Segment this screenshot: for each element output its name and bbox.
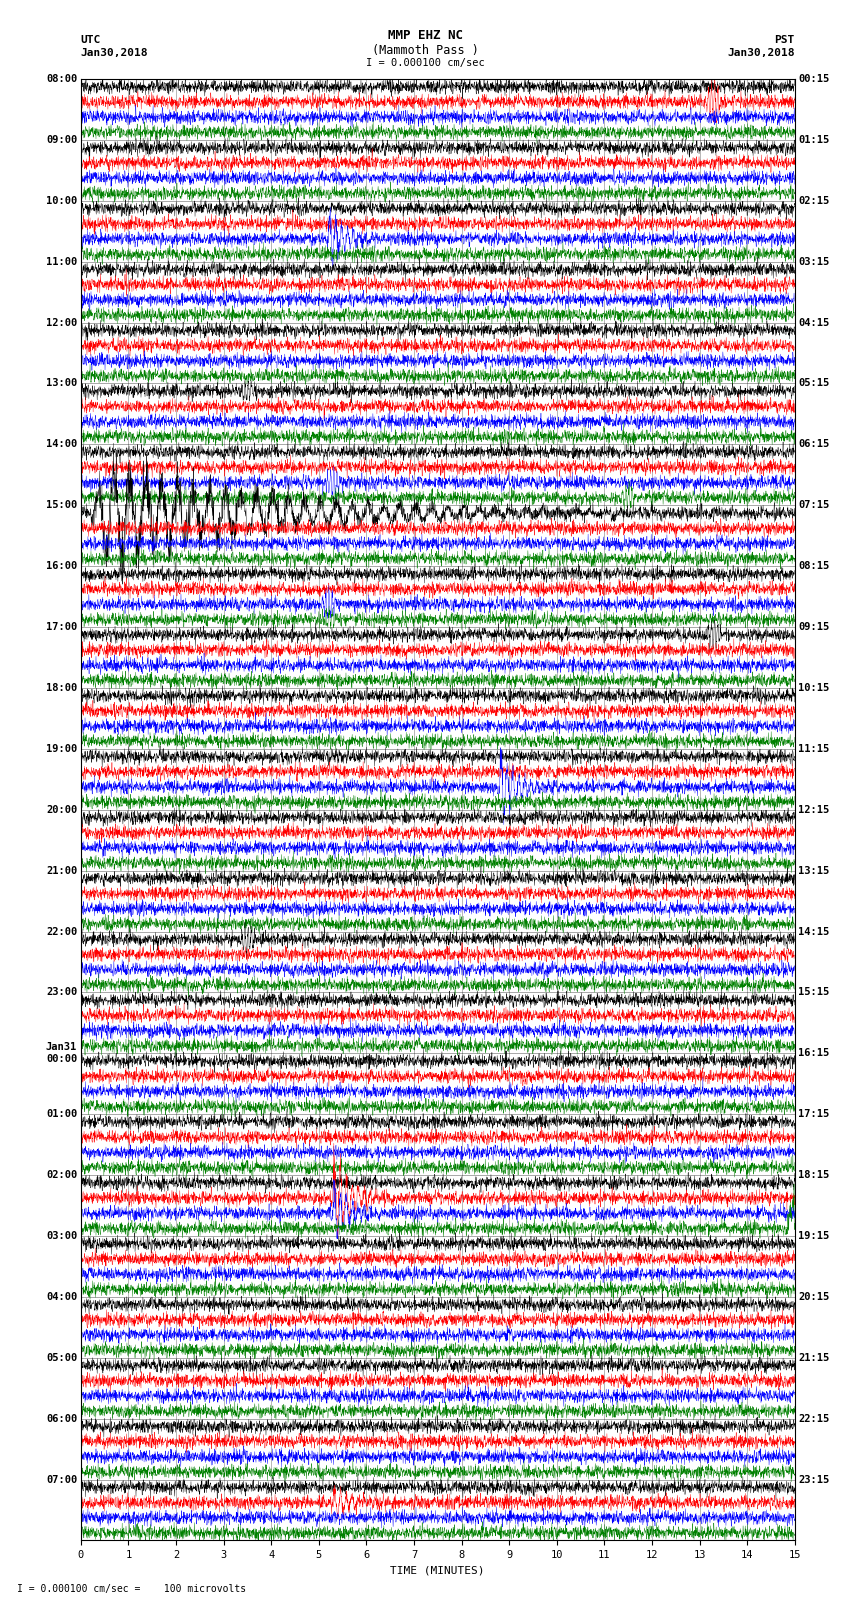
Text: Jan31
00:00: Jan31 00:00 (46, 1042, 77, 1065)
Text: 19:15: 19:15 (798, 1231, 830, 1240)
Text: 11:15: 11:15 (798, 744, 830, 753)
Text: 14:15: 14:15 (798, 926, 830, 937)
Text: (Mammoth Pass ): (Mammoth Pass ) (371, 44, 479, 56)
Text: 20:00: 20:00 (46, 805, 77, 815)
Text: 05:15: 05:15 (798, 379, 830, 389)
Text: 21:00: 21:00 (46, 866, 77, 876)
Text: 06:15: 06:15 (798, 439, 830, 450)
Text: 04:15: 04:15 (798, 318, 830, 327)
Text: 13:15: 13:15 (798, 866, 830, 876)
Text: 15:15: 15:15 (798, 987, 830, 997)
Text: 08:15: 08:15 (798, 561, 830, 571)
Text: 17:00: 17:00 (46, 623, 77, 632)
Text: 13:00: 13:00 (46, 379, 77, 389)
X-axis label: TIME (MINUTES): TIME (MINUTES) (390, 1566, 485, 1576)
Text: 08:00: 08:00 (46, 74, 77, 84)
Text: I = 0.000100 cm/sec: I = 0.000100 cm/sec (366, 58, 484, 68)
Text: 18:00: 18:00 (46, 682, 77, 694)
Text: 03:15: 03:15 (798, 256, 830, 266)
Text: 19:00: 19:00 (46, 744, 77, 753)
Text: 04:00: 04:00 (46, 1292, 77, 1302)
Text: 21:15: 21:15 (798, 1353, 830, 1363)
Text: PST: PST (774, 35, 795, 45)
Text: 02:15: 02:15 (798, 195, 830, 206)
Text: I = 0.000100 cm/sec =    100 microvolts: I = 0.000100 cm/sec = 100 microvolts (17, 1584, 246, 1594)
Text: 23:15: 23:15 (798, 1474, 830, 1484)
Text: 03:00: 03:00 (46, 1231, 77, 1240)
Text: 11:00: 11:00 (46, 256, 77, 266)
Text: 09:15: 09:15 (798, 623, 830, 632)
Text: UTC: UTC (81, 35, 101, 45)
Text: 18:15: 18:15 (798, 1169, 830, 1181)
Text: 10:15: 10:15 (798, 682, 830, 694)
Text: 01:00: 01:00 (46, 1110, 77, 1119)
Text: 12:15: 12:15 (798, 805, 830, 815)
Text: 05:00: 05:00 (46, 1353, 77, 1363)
Text: 16:00: 16:00 (46, 561, 77, 571)
Text: 22:00: 22:00 (46, 926, 77, 937)
Text: 00:15: 00:15 (798, 74, 830, 84)
Text: Jan30,2018: Jan30,2018 (728, 48, 795, 58)
Text: 07:00: 07:00 (46, 1474, 77, 1484)
Text: Jan30,2018: Jan30,2018 (81, 48, 148, 58)
Text: 09:00: 09:00 (46, 135, 77, 145)
Text: 22:15: 22:15 (798, 1413, 830, 1424)
Text: 20:15: 20:15 (798, 1292, 830, 1302)
Text: 17:15: 17:15 (798, 1110, 830, 1119)
Text: 07:15: 07:15 (798, 500, 830, 510)
Text: 12:00: 12:00 (46, 318, 77, 327)
Text: 14:00: 14:00 (46, 439, 77, 450)
Text: 02:00: 02:00 (46, 1169, 77, 1181)
Text: 15:00: 15:00 (46, 500, 77, 510)
Text: 06:00: 06:00 (46, 1413, 77, 1424)
Text: 10:00: 10:00 (46, 195, 77, 206)
Text: 01:15: 01:15 (798, 135, 830, 145)
Text: 23:00: 23:00 (46, 987, 77, 997)
Text: MMP EHZ NC: MMP EHZ NC (388, 29, 462, 42)
Text: 16:15: 16:15 (798, 1048, 830, 1058)
